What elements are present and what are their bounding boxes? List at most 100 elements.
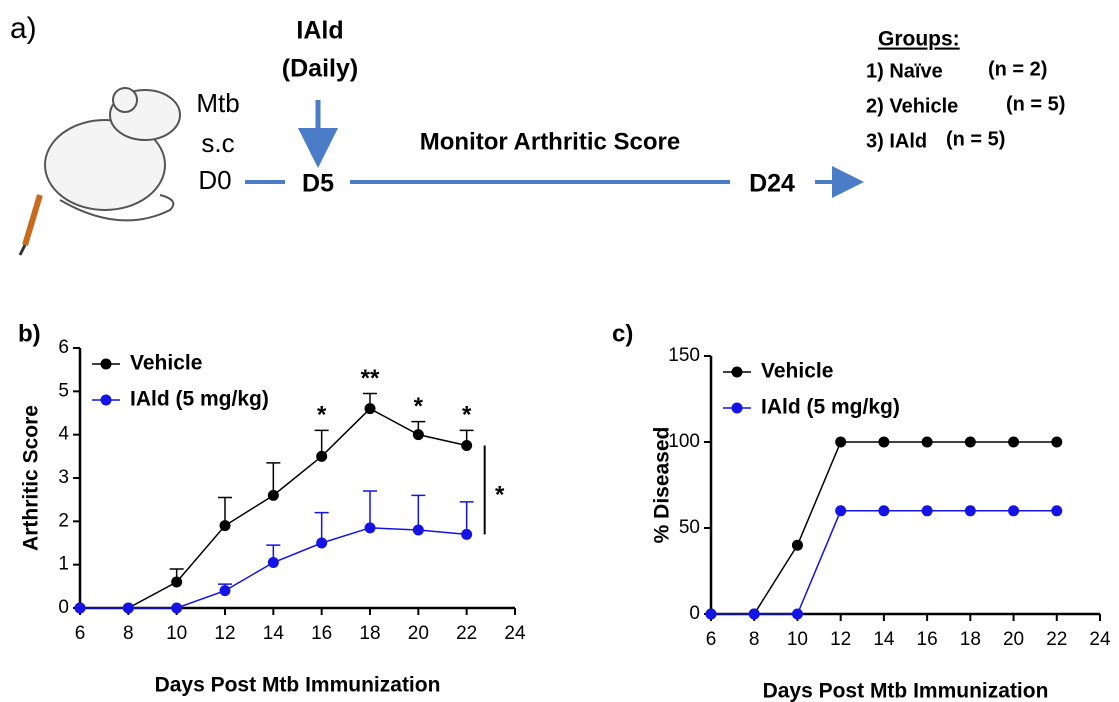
data-point — [316, 538, 327, 549]
x-tick-label: 10 — [166, 623, 187, 644]
group-n: (n = 5) — [946, 128, 1005, 150]
x-tick-label: 12 — [830, 629, 851, 650]
data-point — [171, 577, 182, 588]
legend-label: IAld (5 mg/kg) — [761, 396, 900, 419]
data-point — [365, 403, 376, 414]
panel-label: c) — [612, 320, 633, 347]
y-tick-label: 0 — [689, 603, 700, 624]
page: a) Mtb s.c D0 IAld (Daily) D5 Monitor Ar… — [0, 0, 1119, 702]
treatment-schedule: (Daily) — [282, 55, 358, 83]
x-tick-label: 24 — [504, 623, 526, 644]
induction-text: Mtb — [196, 88, 239, 118]
x-tick-label: 18 — [359, 623, 380, 644]
legend-marker — [732, 403, 743, 414]
data-point — [835, 505, 846, 516]
data-point — [792, 540, 803, 551]
schematic: a) Mtb s.c D0 IAld (Daily) D5 Monitor Ar… — [10, 12, 1065, 255]
x-tick-label: 22 — [456, 623, 477, 644]
data-point — [461, 440, 472, 451]
data-point — [878, 437, 889, 448]
x-tick-label: 8 — [123, 623, 134, 644]
y-tick-label: 50 — [679, 517, 700, 538]
x-tick-label: 20 — [408, 623, 429, 644]
group-n: (n = 5) — [1006, 93, 1065, 115]
x-axis-title: Days Post Mtb Immunization — [763, 680, 1049, 702]
legend-marker — [732, 367, 743, 378]
x-tick-label: 12 — [214, 623, 235, 644]
data-point — [220, 520, 231, 531]
data-point — [220, 585, 231, 596]
y-tick-label: 3 — [58, 467, 69, 488]
group-label: 2) Vehicle — [866, 95, 958, 117]
significance-mark: * — [317, 402, 327, 429]
data-point — [365, 522, 376, 533]
y-tick-label: 2 — [58, 510, 69, 531]
legend-marker — [101, 395, 112, 406]
series-line — [80, 409, 467, 608]
data-point — [965, 437, 976, 448]
series-line — [711, 511, 1057, 614]
data-point — [792, 609, 803, 620]
x-tick-label: 20 — [1003, 629, 1024, 650]
error-bar — [363, 491, 377, 528]
data-point — [1008, 505, 1019, 516]
induction-text: D0 — [198, 165, 231, 195]
significance-mark: * — [414, 393, 424, 420]
x-axis-title: Days Post Mtb Immunization — [155, 674, 441, 697]
data-point — [413, 429, 424, 440]
data-point — [1008, 437, 1019, 448]
significance-mark: * — [495, 481, 505, 508]
data-point — [171, 603, 182, 614]
induction-text: s.c — [201, 128, 234, 158]
x-tick-label: 16 — [311, 623, 332, 644]
y-axis-title: Arthritic Score — [20, 405, 43, 551]
day-label: D5 — [302, 170, 334, 198]
group-label: 3) IAld — [866, 130, 927, 152]
data-point — [878, 505, 889, 516]
data-point — [75, 603, 86, 614]
x-tick-label: 14 — [873, 629, 895, 650]
y-tick-label: 5 — [58, 380, 69, 401]
y-axis-title: % Diseased — [651, 427, 674, 544]
significance-mark: ** — [361, 365, 380, 392]
data-point — [749, 609, 760, 620]
x-tick-label: 18 — [960, 629, 981, 650]
legend-label: Vehicle — [130, 352, 202, 375]
panel-label: a) — [10, 12, 37, 45]
day-label: D24 — [749, 170, 795, 198]
y-tick-label: 0 — [58, 597, 69, 618]
data-point — [706, 609, 717, 620]
x-tick-label: 24 — [1089, 629, 1111, 650]
x-tick-label: 8 — [749, 629, 760, 650]
x-tick-label: 16 — [917, 629, 938, 650]
x-tick-label: 14 — [263, 623, 285, 644]
data-point — [268, 490, 279, 501]
data-point — [922, 437, 933, 448]
monitor-text: Monitor Arthritic Score — [420, 128, 680, 155]
data-point — [835, 437, 846, 448]
panel-label: b) — [18, 320, 41, 347]
y-tick-label: 6 — [58, 337, 69, 358]
group-label: 1) Naïve — [866, 60, 943, 82]
legend-label: Vehicle — [761, 360, 833, 383]
groups-title: Groups: — [878, 28, 960, 51]
treatment: IAld — [296, 17, 343, 45]
data-point — [1051, 505, 1062, 516]
legend-label: IAld (5 mg/kg) — [130, 388, 269, 411]
data-point — [922, 505, 933, 516]
x-tick-label: 6 — [706, 629, 717, 650]
figure: a) Mtb s.c D0 IAld (Daily) D5 Monitor Ar… — [0, 0, 1119, 702]
data-point — [268, 557, 279, 568]
y-tick-label: 4 — [58, 424, 69, 445]
x-tick-label: 22 — [1046, 629, 1067, 650]
mouse-icon — [20, 88, 180, 255]
data-point — [1051, 437, 1062, 448]
group-n: (n = 2) — [988, 58, 1047, 80]
data-point — [461, 529, 472, 540]
legend-marker — [101, 359, 112, 370]
data-point — [413, 525, 424, 536]
significance-mark: * — [462, 402, 472, 429]
data-point — [123, 603, 134, 614]
data-point — [316, 451, 327, 462]
series-line — [711, 442, 1057, 614]
